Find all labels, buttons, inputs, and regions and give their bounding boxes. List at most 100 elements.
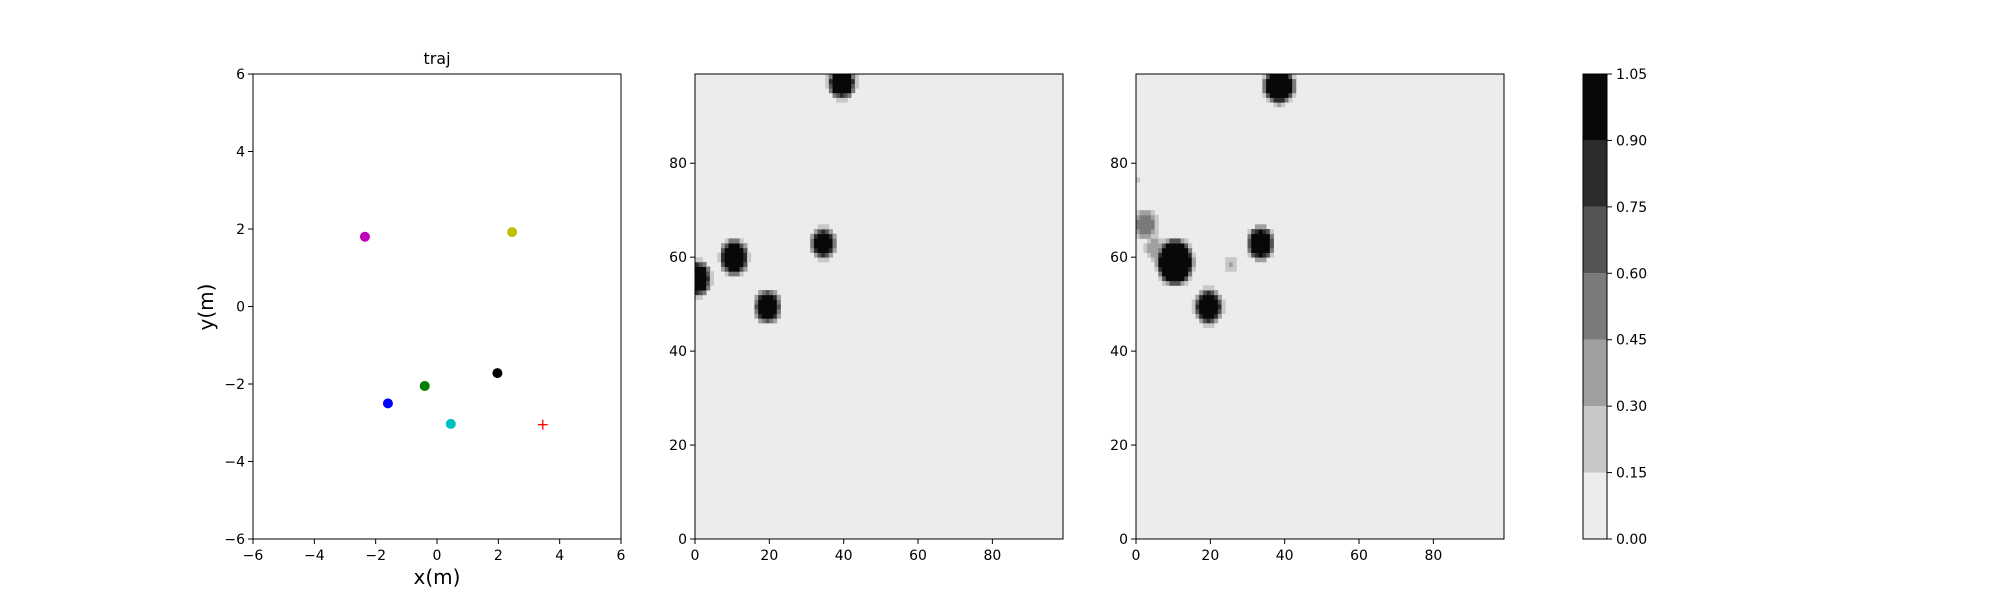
map-cell: [698, 275, 703, 282]
map-cell: [769, 299, 774, 305]
colorbar-band: [1583, 273, 1607, 340]
map-cell: [747, 252, 752, 258]
map-cell: [769, 290, 774, 296]
y-tick-label: −2: [224, 377, 245, 393]
map-cell: [1232, 257, 1237, 263]
map-cell: [709, 275, 714, 282]
map-cell: [724, 266, 729, 272]
map-cell: [1158, 257, 1163, 263]
map-cell: [1188, 271, 1193, 277]
map-cell: [1269, 229, 1274, 235]
map-cell: [1214, 308, 1219, 314]
map-cell: [1284, 83, 1289, 89]
map-cell: [836, 97, 841, 103]
map-cell: [743, 243, 748, 249]
y-tick-label: −6: [224, 532, 245, 548]
x-tick-label: 0: [433, 548, 442, 564]
map-cell: [1247, 233, 1252, 239]
predicted-map-cells: [1136, 74, 1504, 539]
map-cell: [847, 74, 852, 80]
map-cell: [813, 252, 819, 258]
map-cell: [1217, 313, 1222, 319]
map-cell: [1225, 261, 1230, 267]
map-cell: [724, 257, 729, 263]
map-cell: [825, 257, 830, 263]
map-cell: [1254, 243, 1260, 249]
map-cell: [698, 294, 703, 300]
x-tick-label: 0: [691, 548, 700, 564]
map-cell: [828, 83, 833, 89]
map-cell: [843, 92, 848, 98]
map-cell: [825, 78, 830, 84]
map-cell: [695, 290, 700, 296]
map-cell: [843, 88, 848, 94]
map-cell: [1165, 247, 1170, 253]
map-cell: [825, 233, 830, 239]
map-cell: [828, 78, 833, 84]
map-cell: [728, 271, 733, 277]
map-cell: [847, 92, 852, 98]
map-cell: [695, 280, 700, 286]
map-cell: [1162, 271, 1167, 277]
map-cell: [1273, 83, 1278, 89]
map-cell: [1206, 318, 1211, 324]
map-cell: [1180, 275, 1185, 282]
map-cell: [828, 252, 833, 258]
map-cell: [843, 97, 848, 103]
map-cell: [1284, 88, 1289, 94]
map-cell: [1210, 304, 1215, 310]
map-cell: [839, 78, 845, 84]
map-cell: [1154, 261, 1159, 267]
map-cell: [1254, 257, 1260, 263]
map-cell: [732, 243, 737, 249]
map-cell: [1266, 252, 1271, 258]
traj-points: [359, 227, 548, 430]
map-cell: [1206, 294, 1211, 300]
map-cell: [1173, 266, 1178, 272]
map-cell: [754, 313, 759, 319]
map-cell: [1173, 243, 1178, 249]
map-cell: [1262, 78, 1267, 84]
map-cell: [1169, 257, 1174, 263]
map-cell: [1202, 313, 1208, 319]
map-cell: [1162, 261, 1167, 267]
map-cell: [1169, 252, 1174, 258]
map-cell: [1221, 299, 1226, 305]
map-cell: [709, 280, 714, 286]
map-cell: [1280, 78, 1286, 84]
map-cell: [1162, 238, 1167, 244]
map-cell: [732, 238, 737, 244]
map-cell: [1195, 304, 1200, 310]
map-cell: [843, 74, 848, 80]
map-cell: [721, 261, 726, 267]
map-cell: [1184, 238, 1189, 244]
map-cell: [1195, 294, 1200, 300]
map-cell: [1184, 275, 1189, 282]
map-cell: [743, 247, 748, 253]
map-cell: [832, 238, 837, 244]
map-cell: [1199, 299, 1204, 305]
map-cell: [1136, 219, 1141, 225]
map-cell: [761, 318, 767, 324]
map-cell: [724, 247, 729, 253]
map-cell: [1180, 266, 1185, 272]
y-tick-label: 40: [1110, 344, 1128, 360]
map-cell: [728, 257, 733, 263]
map-cell: [743, 261, 748, 267]
map-cell: [761, 304, 767, 310]
map-cell: [1269, 83, 1274, 89]
map-cell: [825, 252, 830, 258]
map-cell: [1180, 261, 1185, 267]
map-cell: [1158, 271, 1163, 277]
map-cell: [743, 252, 748, 258]
map-cell: [1154, 243, 1159, 249]
map-cell: [1147, 247, 1152, 253]
map-cell: [1266, 83, 1271, 89]
map-cell: [695, 271, 700, 277]
map-cell: [839, 97, 845, 103]
x-tick-label: 4: [555, 548, 564, 564]
map-cell: [1180, 280, 1185, 286]
map-cell: [1188, 257, 1193, 263]
map-cell: [776, 313, 781, 319]
map-cell: [1202, 318, 1208, 324]
